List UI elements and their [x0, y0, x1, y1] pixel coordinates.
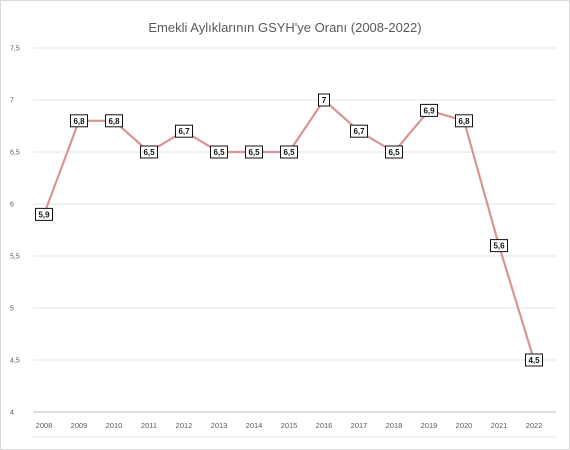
data-label: 7	[322, 96, 327, 105]
data-point-marker	[70, 114, 88, 128]
series-line-group	[42, 98, 536, 361]
data-label: 5,9	[38, 210, 50, 219]
data-label: 6,5	[143, 148, 155, 157]
x-tick-label: 2021	[491, 421, 508, 430]
data-point-marker	[210, 145, 228, 159]
data-point-marker	[35, 207, 53, 221]
x-tick-label: 2019	[421, 421, 438, 430]
data-label: 6,8	[458, 117, 470, 126]
y-tick-label: 7	[10, 98, 14, 105]
data-point-marker	[525, 353, 543, 367]
x-tick-label: 2008	[36, 421, 53, 430]
data-label: 6,8	[108, 117, 120, 126]
data-point-marker	[245, 145, 263, 159]
y-axis-ticks: 4 4,5 5 5,5 6 6,5 7 7,5	[10, 46, 20, 417]
y-tick-label: 4	[10, 410, 14, 417]
grid-lines	[33, 47, 556, 438]
x-tick-label: 2014	[246, 421, 263, 430]
x-tick-label: 2010	[106, 421, 123, 430]
data-point-marker	[455, 114, 473, 128]
data-point-marker	[350, 124, 368, 138]
x-tick-label: 2013	[211, 421, 228, 430]
x-tick-label: 2020	[456, 421, 473, 430]
data-label: 6,5	[213, 148, 225, 157]
data-labels: 5,9 6,8 6,8 6,5 6,7 6,5 6,5 6,5 7 6,7 6,5 6,9 6,8 5,6…	[35, 93, 543, 367]
x-tick-label: 2017	[351, 421, 368, 430]
x-tick-label: 2012	[176, 421, 193, 430]
data-point-marker	[175, 124, 193, 138]
data-point-marker	[105, 114, 123, 128]
y-tick-label: 4,5	[10, 358, 20, 365]
x-axis-ticks: 2008 2009 2010 2011 2012 2013 2014 2015 2016 2017…	[36, 421, 543, 430]
x-tick-label: 2022	[526, 421, 543, 430]
x-tick-label: 2011	[141, 421, 157, 430]
y-tick-label: 5,5	[10, 254, 20, 261]
data-point-marker	[140, 145, 158, 159]
data-point-marker	[280, 145, 298, 159]
data-point-marker	[385, 145, 403, 159]
data-point-marker	[318, 93, 330, 107]
x-tick-label: 2009	[71, 421, 88, 430]
data-label: 6,9	[423, 106, 435, 115]
y-tick-label: 7,5	[10, 46, 20, 53]
y-tick-label: 6	[10, 202, 14, 209]
data-label: 4,5	[528, 356, 540, 365]
data-label: 6,5	[388, 148, 400, 157]
chart-title: Emekli Aylıklarının GSYH'ye Oranı (2008-…	[148, 20, 422, 35]
data-label: 6,5	[248, 148, 260, 157]
data-label: 6,5	[283, 148, 295, 157]
series-line	[42, 98, 536, 361]
y-tick-label: 6,5	[10, 150, 20, 157]
y-tick-label: 5	[10, 306, 14, 313]
x-tick-label: 2015	[281, 421, 298, 430]
data-label: 6,7	[178, 127, 190, 136]
data-point-marker	[490, 239, 508, 253]
data-point-marker	[420, 103, 438, 117]
data-label: 6,7	[353, 127, 365, 136]
data-label: 5,6	[493, 242, 505, 251]
x-tick-label: 2018	[386, 421, 403, 430]
x-tick-label: 2016	[316, 421, 333, 430]
data-label: 6,8	[73, 117, 85, 126]
